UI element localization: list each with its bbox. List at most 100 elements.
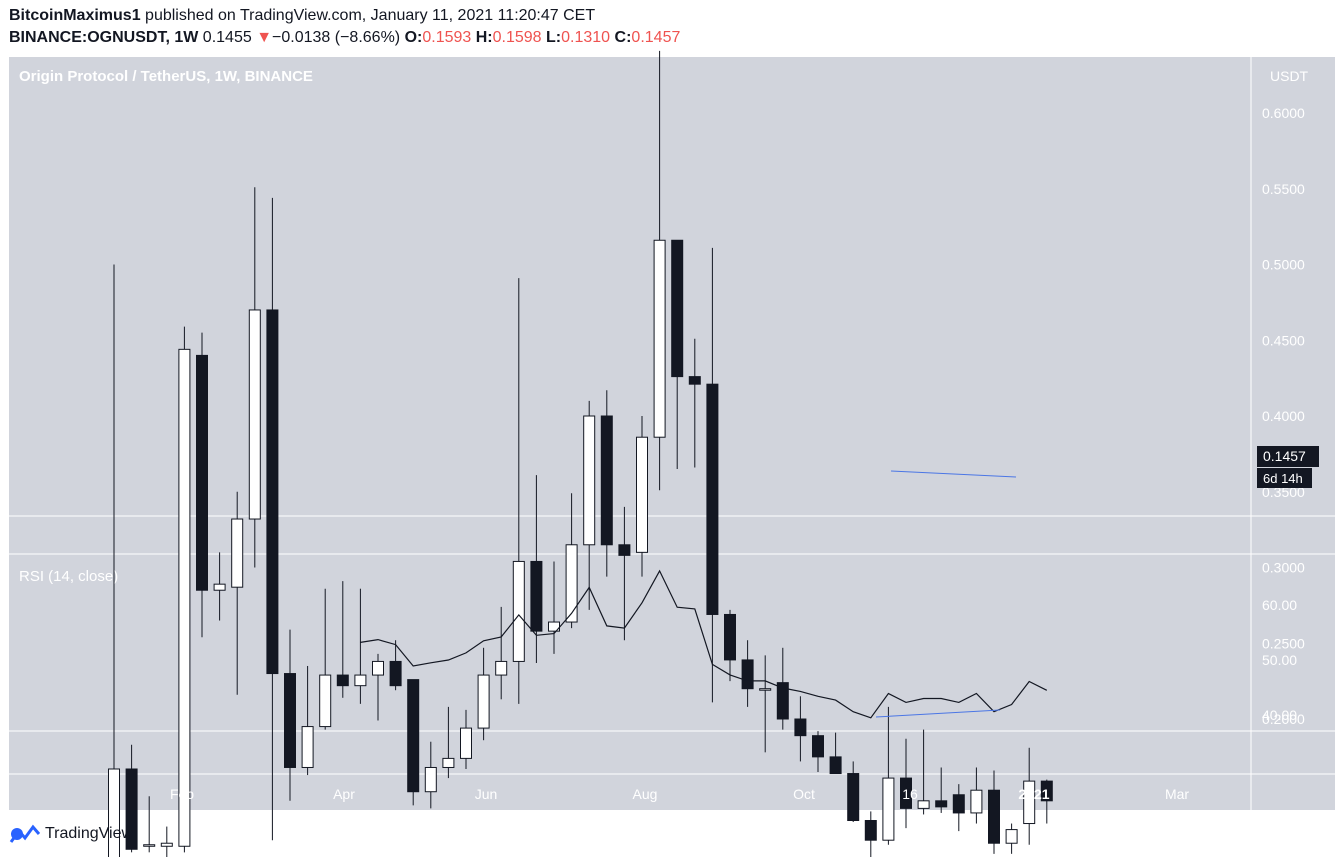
candle-up	[319, 674, 332, 728]
rsi-pane[interactable]	[9, 554, 1335, 774]
candle-down	[864, 820, 877, 841]
candle-down	[266, 309, 279, 675]
time-axis-label: Feb	[170, 786, 194, 802]
candle-down	[829, 756, 842, 775]
rsi-title: RSI (14, close)	[19, 568, 118, 585]
close-value: 0.1457	[631, 29, 681, 46]
candle-down	[900, 777, 912, 809]
candle-up	[143, 844, 156, 847]
time-axis-label: Mar	[1165, 786, 1189, 802]
candle-down	[196, 354, 208, 591]
price-tick-label: 0.4500	[1262, 332, 1305, 348]
candle-up	[636, 436, 648, 553]
rsi-line	[360, 569, 1048, 719]
candle-up	[759, 688, 772, 691]
low-value: 0.1310	[561, 29, 611, 46]
high-value: 0.1598	[492, 29, 542, 46]
candle-up	[460, 727, 472, 759]
price-tick-label: 0.4000	[1262, 408, 1305, 424]
candle-down	[336, 674, 349, 687]
rsi-tick-label: 50.00	[1262, 652, 1297, 668]
candle-down	[776, 682, 789, 720]
candle-up	[354, 674, 367, 687]
symbol-label: BINANCE:OGNUSDT, 1W	[9, 29, 199, 46]
price-axis-ticks: 0.60000.55000.50000.45000.40000.35000.30…	[1262, 105, 1305, 727]
candle-up	[917, 800, 930, 809]
price-tick-label: 0.5000	[1262, 257, 1305, 273]
candle-down	[600, 415, 613, 546]
rsi-axis-ticks: 60.00 50.00 40.00	[1262, 597, 1297, 723]
candle-down	[988, 789, 1000, 844]
price-tick-label: 0.6000	[1262, 105, 1305, 121]
candle-up	[512, 560, 525, 662]
low-label: L:	[546, 29, 562, 46]
chart-header: BitcoinMaximus1 published on TradingView…	[9, 5, 1329, 49]
price-axis-pane[interactable]	[1251, 57, 1335, 516]
countdown-label: 6d 14h	[1263, 471, 1303, 486]
candle-up	[1023, 780, 1036, 825]
time-axis-label: Apr	[333, 786, 355, 802]
publish-line: BitcoinMaximus1 published on TradingView…	[9, 5, 1329, 27]
candle-up	[565, 544, 578, 623]
candle-down	[125, 768, 138, 850]
tradingview-logo-icon	[9, 824, 41, 843]
time-axis-pane[interactable]	[9, 774, 1335, 810]
high-label: H:	[475, 29, 493, 46]
candle-up	[213, 583, 226, 591]
candle-down	[812, 735, 824, 758]
rsi-tick-label: 40.00	[1262, 707, 1297, 723]
close-label: C:	[614, 29, 632, 46]
candle-up	[970, 789, 983, 814]
candle-down	[407, 679, 420, 793]
ohlc-line: BINANCE:OGNUSDT, 1W 0.1455 ▼−0.0138 (−8.…	[9, 27, 1329, 49]
separator-band	[9, 516, 1335, 554]
time-axis-labels: Feb Apr Jun Aug Oct 16 2021 Mar	[170, 786, 1189, 802]
open-value: 0.1593	[422, 29, 472, 46]
time-axis-label: Jun	[475, 786, 498, 802]
candle-up	[495, 660, 508, 676]
candle-up	[653, 239, 666, 438]
price-label: 0.1457	[1263, 448, 1306, 464]
candle-up	[248, 309, 261, 520]
change-value: −0.0138 (−8.66%)	[272, 29, 401, 46]
time-axis-label: Oct	[793, 786, 815, 802]
price-tick-label: 0.2000	[1262, 711, 1305, 727]
price-trendline	[890, 470, 1017, 478]
candle-up	[160, 842, 173, 847]
candle-down	[530, 560, 543, 632]
time-axis-label: 2021	[1018, 786, 1049, 802]
candle-up	[442, 757, 455, 768]
candle-up	[178, 348, 191, 847]
candle-down	[618, 544, 631, 556]
footer: TradingView	[9, 822, 133, 846]
price-pane[interactable]	[9, 57, 1251, 516]
candle-down	[1040, 780, 1053, 802]
candle-down	[671, 239, 684, 378]
time-axis-label: 16	[902, 786, 918, 802]
candle-down	[706, 383, 719, 615]
published-text: published on TradingView.com, January 11…	[145, 7, 596, 24]
candle-down	[952, 794, 965, 814]
rsi-trendline	[875, 709, 1001, 718]
last-price: 0.1455	[202, 29, 252, 46]
candle-down	[724, 613, 736, 661]
candle-down	[389, 660, 402, 687]
candle-up	[301, 726, 314, 768]
candle-up	[372, 660, 384, 676]
candle-down	[935, 800, 948, 808]
author-name[interactable]: BitcoinMaximus1	[9, 7, 141, 24]
price-tick-label: 0.5500	[1262, 181, 1305, 197]
currency-label: USDT	[1270, 68, 1309, 84]
candle-up	[231, 518, 244, 588]
candles-group	[108, 50, 1053, 857]
candle-up	[477, 674, 490, 729]
candle-down	[794, 718, 807, 737]
time-axis-label: Aug	[633, 786, 658, 802]
chart-title: Origin Protocol / TetherUS, 1W, BINANCE	[19, 68, 313, 85]
footer-brand[interactable]: TradingView	[45, 825, 134, 842]
price-tick-label: 0.2500	[1262, 635, 1305, 651]
candle-down	[688, 376, 701, 385]
countdown-label-bg	[1257, 468, 1312, 488]
candle-down	[741, 659, 754, 690]
